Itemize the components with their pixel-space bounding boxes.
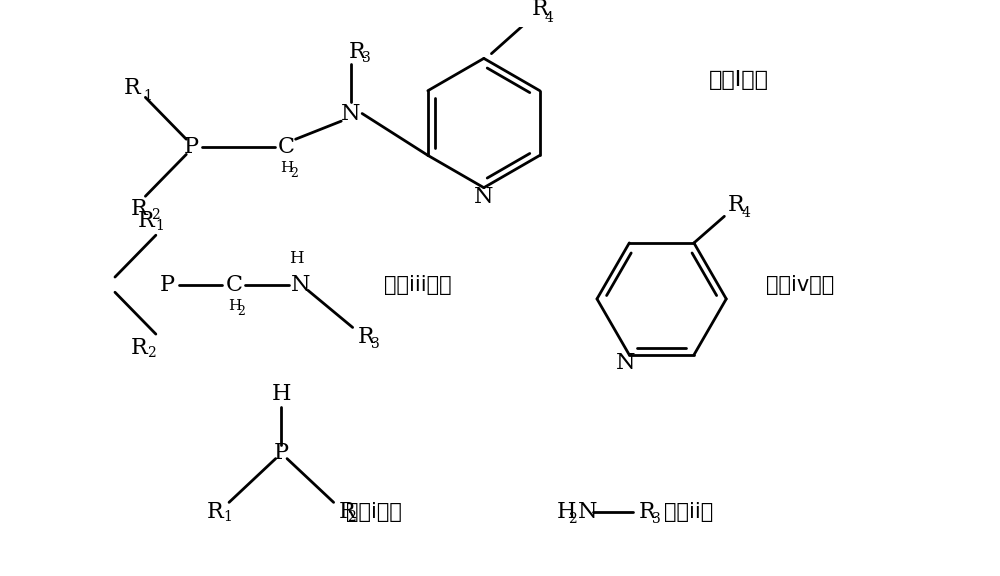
Text: N: N xyxy=(474,186,494,208)
Text: R: R xyxy=(531,0,548,20)
Text: 式（ii）: 式（ii） xyxy=(664,502,713,522)
Text: 3: 3 xyxy=(362,51,371,66)
Text: 式（I）；: 式（I）； xyxy=(709,70,769,90)
Text: 2: 2 xyxy=(238,305,245,318)
Text: 4: 4 xyxy=(741,206,750,219)
Text: 1: 1 xyxy=(143,89,152,104)
Text: 3: 3 xyxy=(652,511,661,525)
Text: 3: 3 xyxy=(371,336,379,351)
Text: H: H xyxy=(228,298,241,313)
Text: R: R xyxy=(130,338,147,359)
Text: C: C xyxy=(225,274,242,295)
Text: 2: 2 xyxy=(290,167,298,180)
Text: 式（i）；: 式（i）； xyxy=(346,502,402,522)
Text: R: R xyxy=(728,194,745,216)
Text: 2: 2 xyxy=(147,346,156,360)
Text: 式（iv）；: 式（iv）； xyxy=(766,275,834,295)
Text: 2: 2 xyxy=(347,510,356,524)
Text: 1: 1 xyxy=(223,510,232,524)
Text: R: R xyxy=(124,77,140,99)
Text: N: N xyxy=(291,274,310,295)
Text: C: C xyxy=(278,136,295,158)
Text: H: H xyxy=(272,383,291,405)
Text: R: R xyxy=(206,501,223,523)
Text: H: H xyxy=(280,161,294,175)
Text: N: N xyxy=(578,501,597,523)
Text: N: N xyxy=(341,103,360,124)
Text: N: N xyxy=(616,351,635,373)
Text: P: P xyxy=(184,136,199,158)
Text: 2: 2 xyxy=(151,209,160,222)
Text: H: H xyxy=(557,501,577,523)
Text: R: R xyxy=(357,326,374,348)
Text: 4: 4 xyxy=(545,12,554,25)
Text: H: H xyxy=(289,249,304,267)
Text: P: P xyxy=(160,274,175,295)
Text: 1: 1 xyxy=(155,219,164,233)
Text: 式（iii）；: 式（iii）； xyxy=(384,275,452,295)
Text: R: R xyxy=(130,198,147,219)
Text: R: R xyxy=(338,501,355,523)
Text: R: R xyxy=(349,41,366,63)
Text: R: R xyxy=(138,210,155,232)
Text: R: R xyxy=(639,501,656,523)
Text: 2: 2 xyxy=(568,511,577,525)
Text: P: P xyxy=(274,442,289,464)
